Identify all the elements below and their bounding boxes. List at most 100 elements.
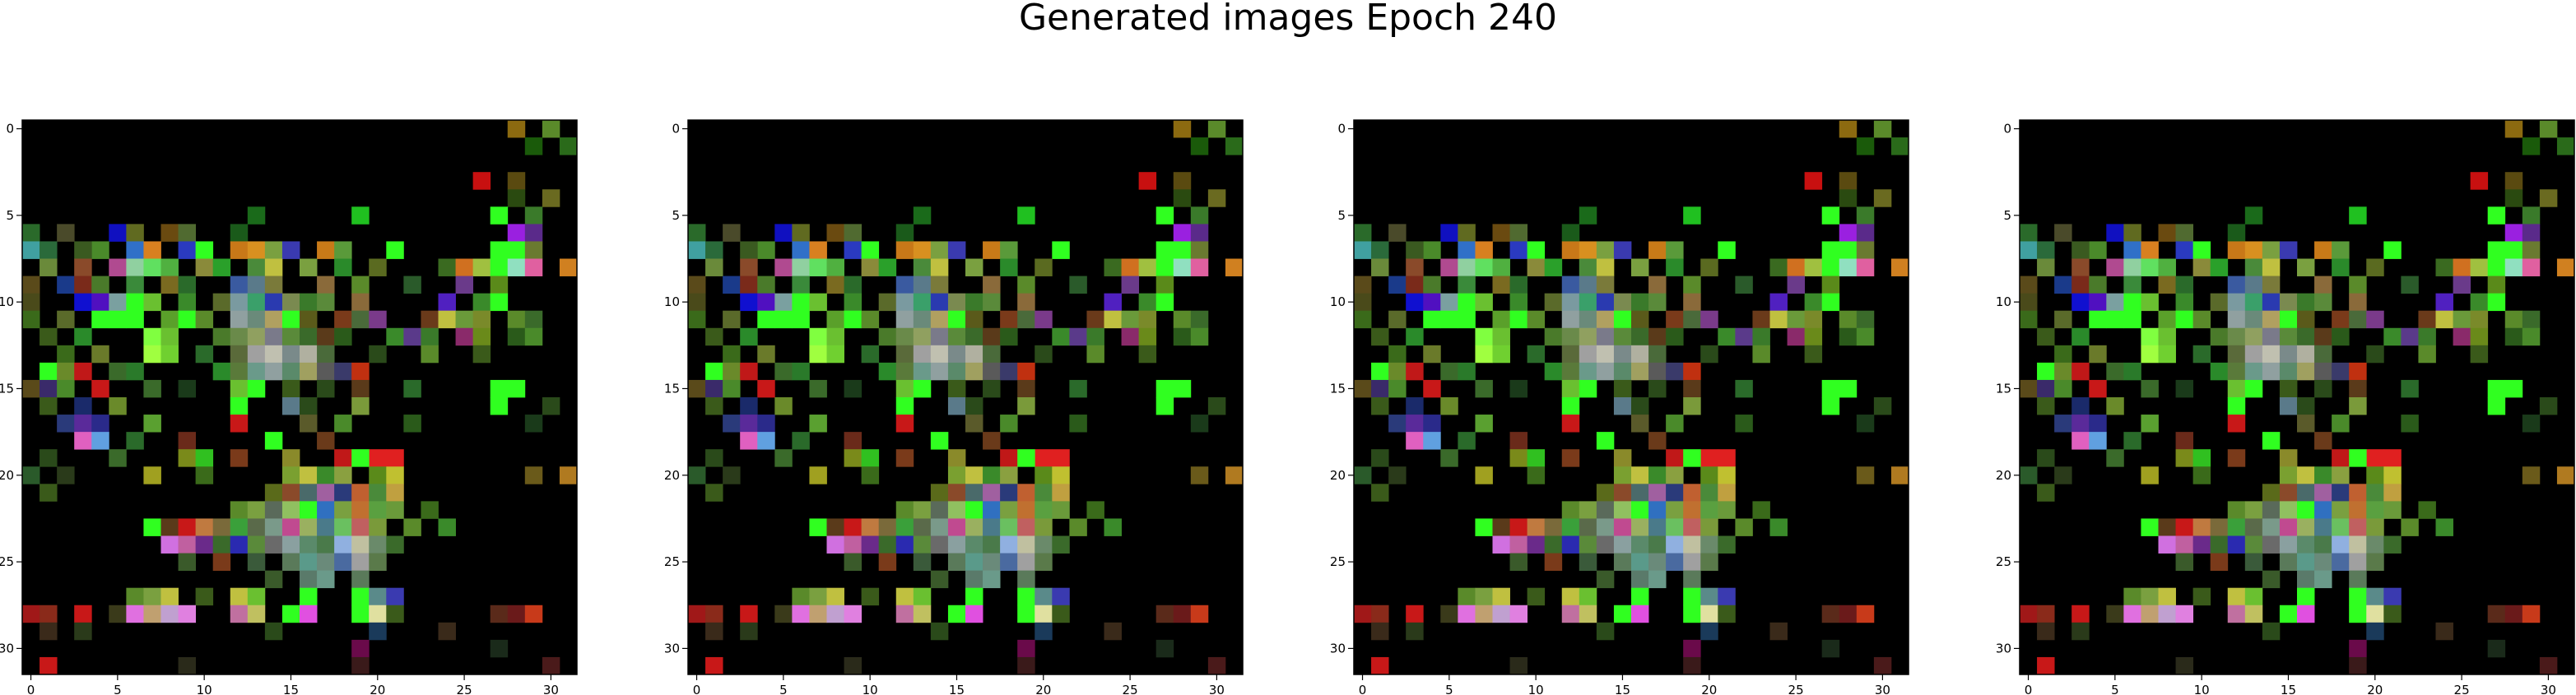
- pixel-cell: [507, 224, 526, 242]
- pixel-cell: [878, 258, 897, 276]
- pixel-cell: [1190, 327, 1209, 346]
- pixel-cell: [1735, 379, 1753, 398]
- y-tick-label: 0: [1337, 122, 1346, 137]
- x-tick-label: 15: [2281, 683, 2296, 695]
- pixel-cell: [1388, 415, 1407, 433]
- pixel-cell: [264, 310, 283, 329]
- y-tick-label: 25: [0, 554, 14, 569]
- pixel-cell: [1579, 501, 1597, 519]
- pixel-cell: [2089, 379, 2107, 398]
- pixel-cell: [1475, 415, 1493, 433]
- pixel-cell: [1648, 553, 1667, 572]
- pixel-cell: [438, 622, 456, 641]
- pixel-cell: [2332, 501, 2350, 519]
- pixel-cell: [895, 362, 914, 381]
- pixel-cell: [1648, 241, 1667, 259]
- pixel-cell: [947, 379, 966, 398]
- pixel-cell: [2089, 241, 2107, 259]
- pixel-cell: [913, 535, 932, 554]
- pixel-cell: [369, 310, 387, 329]
- pixel-cell: [792, 276, 810, 294]
- pixel-cell: [965, 310, 983, 329]
- pixel-cell: [1683, 553, 1701, 572]
- pixel-cell: [1735, 327, 1753, 346]
- pixel-cell: [2262, 622, 2281, 641]
- pixel-cell: [1475, 466, 1493, 484]
- pixel-cell: [2210, 553, 2229, 572]
- pixel-cell: [160, 535, 179, 554]
- pixel-cell: [264, 258, 283, 276]
- pixel-cell: [1000, 518, 1018, 536]
- pixel-cell: [472, 172, 491, 190]
- image-panel-3: 0 5 10 15 20 25 30 0 5 10 15 20 25 30: [1330, 119, 1909, 695]
- pixel-cell: [983, 276, 1001, 294]
- pixel-cell: [91, 276, 109, 294]
- pixel-cell: [195, 587, 214, 606]
- pixel-cell: [22, 293, 40, 312]
- pixel-cell: [1596, 501, 1615, 519]
- pixel-cell: [1856, 466, 1875, 484]
- pixel-cell: [1804, 293, 1823, 312]
- pixel-cell: [913, 553, 932, 572]
- pixel-cell: [247, 206, 266, 225]
- pixel-cell: [688, 379, 706, 398]
- pixel-cell: [1718, 466, 1736, 484]
- pixel-cell: [965, 553, 983, 572]
- pixel-cell: [2141, 466, 2159, 484]
- pixel-cell: [281, 466, 300, 484]
- pixel-cell: [2123, 587, 2141, 606]
- pixel-cell: [2244, 327, 2263, 346]
- pixel-cell: [2383, 466, 2402, 484]
- pixel-cell: [1104, 310, 1122, 329]
- pixel-cell: [2435, 293, 2453, 312]
- pixel-cell: [524, 605, 543, 623]
- pixel-cell: [1371, 241, 1389, 259]
- pixel-cell: [983, 293, 1001, 312]
- pixel-cell: [844, 241, 863, 259]
- x-tick-label: 5: [779, 683, 788, 695]
- pixel-cell: [1017, 501, 1035, 519]
- pixel-cell: [2366, 345, 2384, 364]
- pixel-cell: [930, 501, 949, 519]
- pixel-cell: [2123, 310, 2141, 329]
- pixel-cell: [774, 224, 793, 242]
- pixel-cell: [230, 379, 249, 398]
- pixel-cell: [895, 224, 914, 242]
- pixel-cell: [1406, 276, 1424, 294]
- pixel-cell: [2262, 484, 2281, 502]
- pixel-cell: [965, 415, 983, 433]
- pixel-cell: [300, 310, 318, 329]
- pixel-cell: [1787, 310, 1806, 329]
- pixel-cell: [281, 379, 300, 398]
- pixel-cell: [1190, 415, 1209, 433]
- pixel-cell: [2383, 587, 2402, 606]
- pixel-cell: [542, 397, 560, 415]
- pixel-cell: [1666, 327, 1684, 346]
- pixel-cell: [1596, 293, 1615, 312]
- pixel-cell: [1207, 120, 1226, 138]
- pixel-cell: [2297, 501, 2315, 519]
- pixel-cell: [1052, 466, 1070, 484]
- pixel-cell: [809, 605, 827, 623]
- pixel-cell: [195, 466, 214, 484]
- pixel-cell: [2158, 224, 2176, 242]
- pixel-cell: [2089, 276, 2107, 294]
- pixel-cell: [826, 258, 844, 276]
- pixel-cell: [57, 362, 75, 381]
- pixel-cell: [300, 587, 318, 606]
- pixel-cell: [1648, 345, 1667, 364]
- pixel-cell: [2297, 327, 2315, 346]
- x-tick-label: 25: [457, 683, 472, 695]
- pixel-cell: [1190, 258, 1209, 276]
- pixel-cell: [1769, 518, 1788, 536]
- pixel-cell: [2227, 518, 2246, 536]
- pixel-cell: [386, 466, 404, 484]
- pixel-cell: [351, 587, 370, 606]
- pixel-cell: [1561, 293, 1580, 312]
- pixel-cell: [1000, 553, 1018, 572]
- pixel-cell: [2522, 206, 2541, 225]
- pixel-cell: [1492, 327, 1510, 346]
- pixel-cell: [1718, 501, 1736, 519]
- pixel-cell: [1035, 553, 1053, 572]
- pixel-cell: [230, 224, 249, 242]
